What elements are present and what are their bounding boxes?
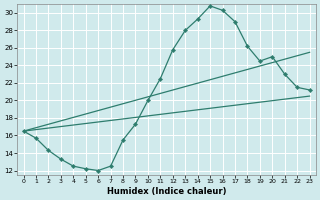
- X-axis label: Humidex (Indice chaleur): Humidex (Indice chaleur): [107, 187, 226, 196]
